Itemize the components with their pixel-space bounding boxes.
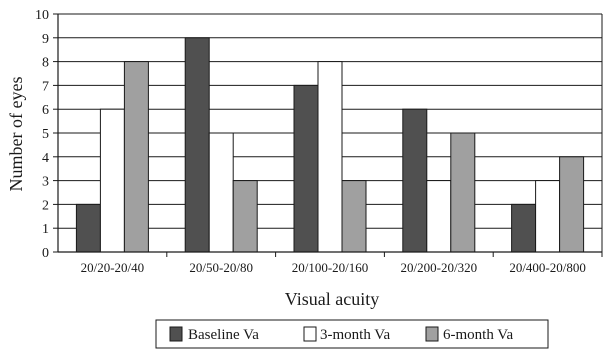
x-tick-label: 20/20-20/40 — [81, 260, 145, 275]
bar-3-month-va — [426, 180, 452, 253]
bar-6-month-va — [559, 156, 585, 253]
x-tick-label: 20/400-20/800 — [509, 260, 586, 275]
bar-6-month-va — [123, 61, 149, 253]
x-axis-title: Visual acuity — [285, 289, 379, 309]
y-tick-label: 3 — [42, 175, 49, 190]
bar-baseline-va — [511, 203, 537, 253]
bar-baseline-va — [184, 37, 210, 253]
x-tick-labels: 20/20-20/40 20/50-20/80 20/100-20/160 20/20… — [81, 260, 586, 275]
bar-3-month-va — [317, 61, 343, 253]
legend-swatch-baseline — [169, 326, 183, 342]
bar-baseline-va — [75, 203, 101, 253]
bar-baseline-va — [293, 84, 319, 253]
legend-swatch-3-month — [303, 326, 317, 342]
axes — [53, 13, 603, 257]
y-tick-labels: 0 1 2 3 4 5 6 7 8 9 10 — [35, 8, 49, 261]
bar-baseline-va — [402, 108, 428, 253]
y-tick-label: 1 — [42, 222, 49, 237]
legend: Baseline Va 3-month Va 6-month Va — [155, 319, 549, 349]
legend-label-3-month: 3-month Va — [320, 327, 390, 343]
x-tick-label: 20/200-20/320 — [401, 260, 478, 275]
y-tick-label: 8 — [42, 56, 49, 71]
y-tick-label: 6 — [42, 103, 49, 118]
legend-label-baseline: Baseline Va — [188, 327, 259, 343]
y-tick-label: 5 — [42, 127, 49, 142]
bars — [75, 37, 585, 253]
y-tick-label: 7 — [42, 79, 49, 94]
bar-3-month-va — [535, 180, 561, 253]
y-tick-label: 9 — [42, 32, 49, 47]
x-tick-label: 20/50-20/80 — [189, 260, 253, 275]
y-tick-label: 4 — [42, 151, 49, 166]
legend-box — [155, 319, 549, 349]
y-tick-label: 10 — [35, 8, 49, 23]
y-tick-label: 0 — [42, 246, 49, 261]
bar-6-month-va — [450, 132, 476, 253]
y-axis-title: Number of eyes — [6, 77, 26, 192]
y-tick-label: 2 — [42, 198, 49, 213]
bar-6-month-va — [341, 180, 367, 253]
x-tick-label: 20/100-20/160 — [292, 260, 369, 275]
legend-label-6-month: 6-month Va — [443, 327, 513, 343]
bar-3-month-va — [208, 132, 234, 253]
legend-swatch-6-month — [425, 326, 439, 342]
bar-6-month-va — [232, 180, 258, 253]
bar-3-month-va — [99, 108, 125, 253]
